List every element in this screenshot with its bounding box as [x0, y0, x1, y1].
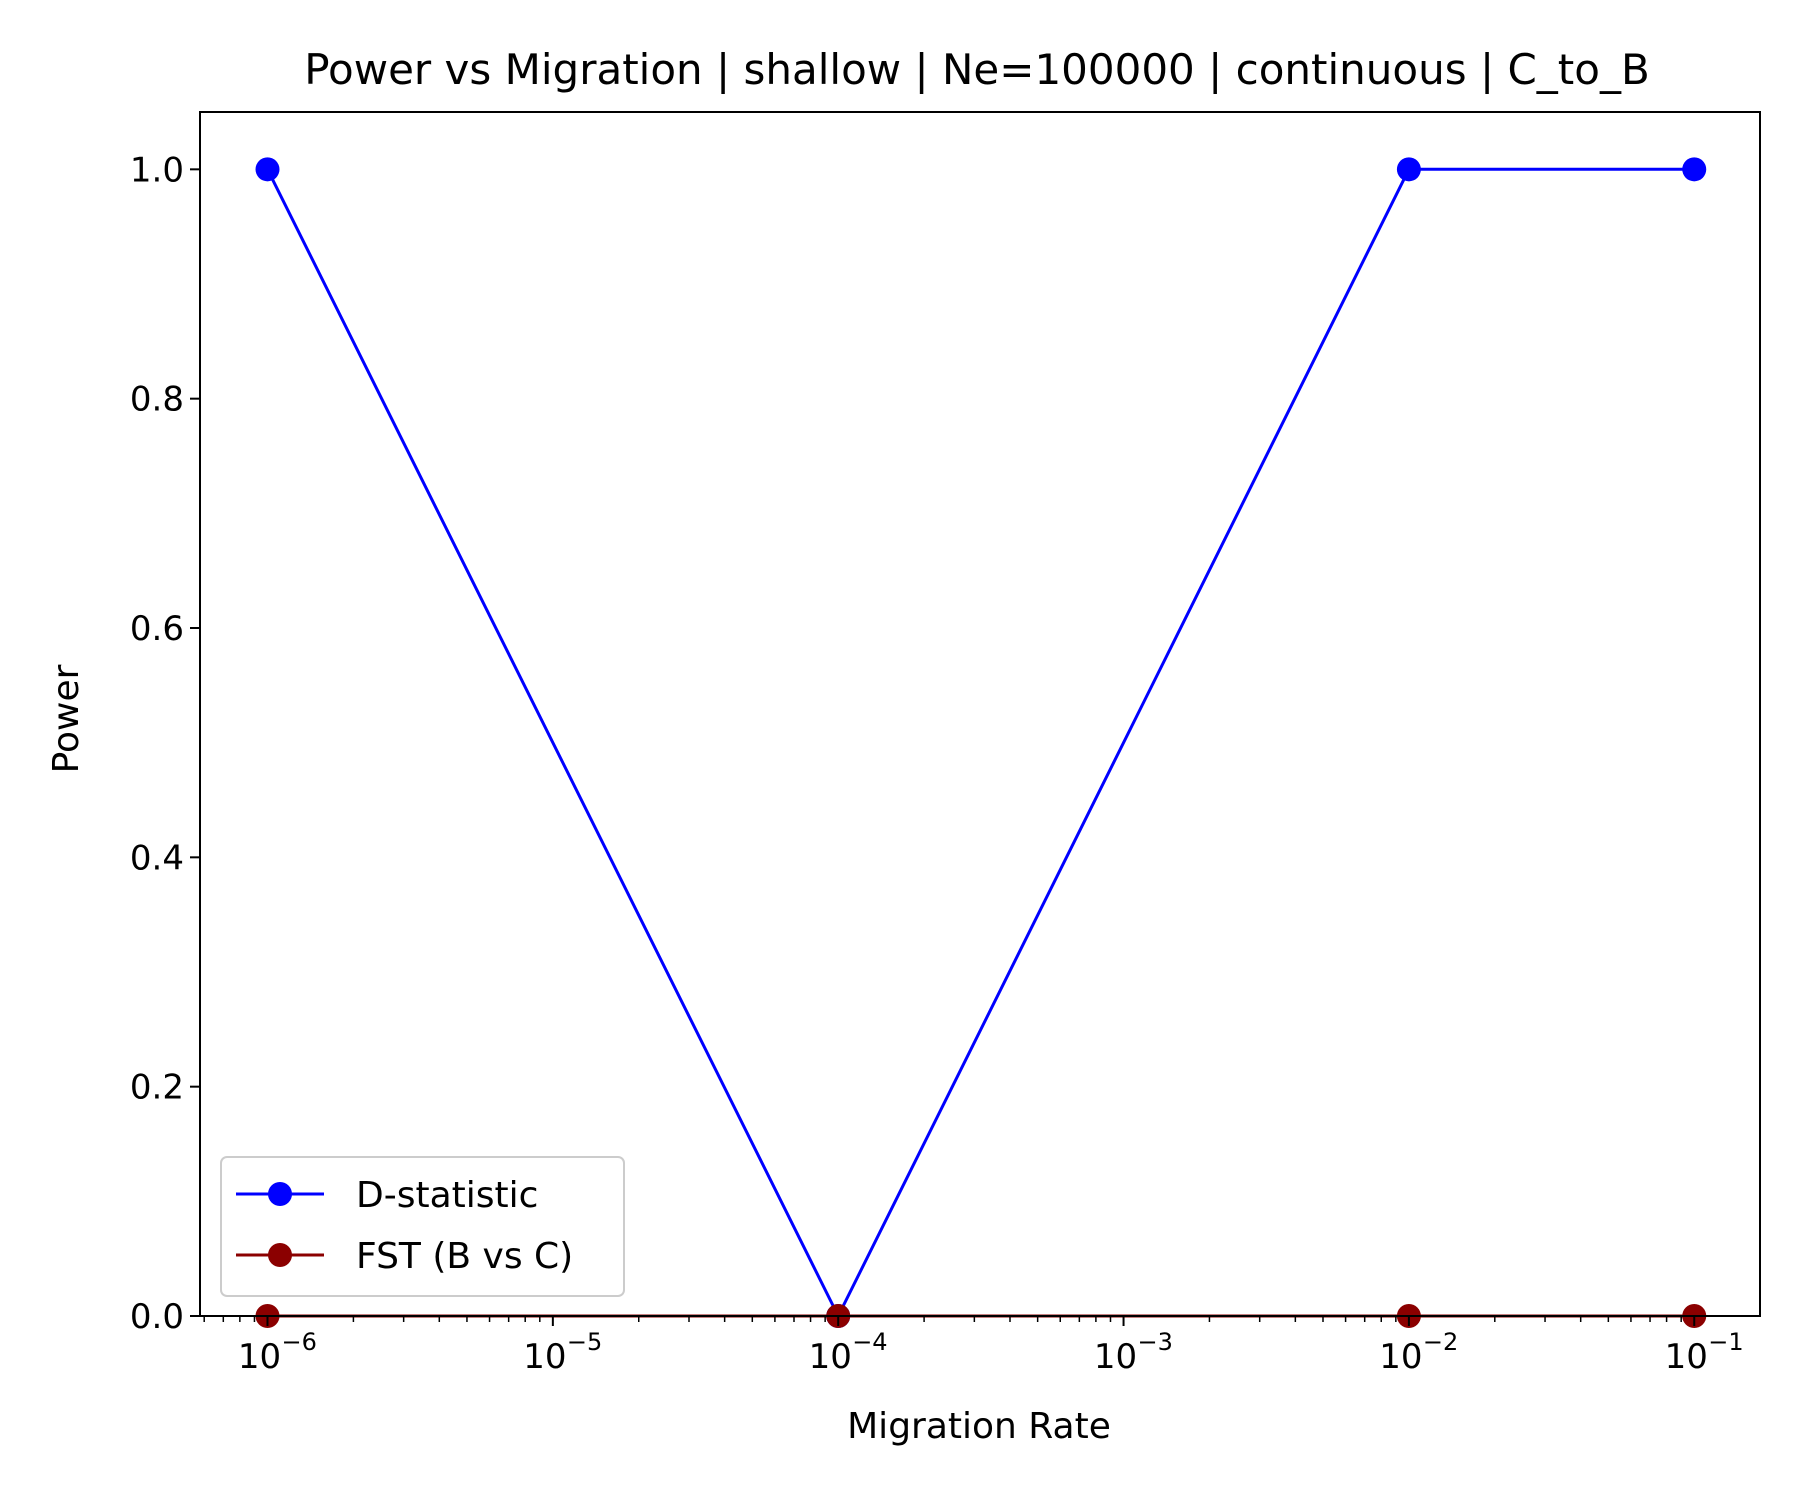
x-tick-exponent: −6 [282, 1328, 317, 1356]
x-tick-exponent: −2 [1423, 1328, 1458, 1356]
x-tick-exponent: −4 [852, 1328, 887, 1356]
x-tick-label: 10 −2 [1379, 1328, 1458, 1377]
legend: D-statistic FST (B vs C) [220, 1156, 625, 1297]
data-point-d-statistic [1682, 157, 1707, 182]
x-tick-label: 10 −3 [1094, 1328, 1173, 1377]
x-tick-base: 10 [238, 1337, 281, 1377]
data-point-d-statistic [1396, 157, 1421, 182]
x-tick-label: 10 −6 [238, 1328, 317, 1377]
x-tick-base: 10 [523, 1337, 566, 1377]
y-tick-label: 0.2 [130, 1068, 184, 1108]
series-line-d-statistic [266, 167, 1695, 1320]
plot-area [255, 157, 1707, 1328]
legend-swatch-marker [268, 1243, 292, 1267]
x-tick-base: 10 [1379, 1337, 1422, 1377]
y-tick-label: 0.4 [130, 838, 184, 878]
x-tick-label: 10 −1 [1665, 1328, 1744, 1377]
y-tick-label: 0.0 [130, 1297, 184, 1337]
y-tick-label: 0.8 [130, 380, 184, 420]
y-tick-label: 0.6 [130, 609, 184, 649]
x-axis: 10 −6 10 −5 10 −4 10 −3 10 −2 10 −1 [203, 1316, 1744, 1377]
plot-frame [199, 111, 1761, 1317]
x-tick-base: 10 [1665, 1337, 1708, 1377]
x-tick-label: 10 −5 [523, 1328, 602, 1377]
legend-swatch-marker [268, 1182, 292, 1206]
x-tick-exponent: −1 [1708, 1328, 1743, 1356]
x-tick-base: 10 [809, 1337, 852, 1377]
chart-title: Power vs Migration | shallow | Ne=100000… [304, 45, 1650, 94]
x-tick-label: 10 −4 [809, 1328, 888, 1377]
x-tick-exponent: −3 [1138, 1328, 1173, 1356]
x-tick-exponent: −5 [567, 1328, 602, 1356]
data-point-d-statistic [255, 157, 280, 182]
y-axis-label: Power [46, 664, 87, 773]
legend-label: FST (B vs C) [356, 1236, 573, 1277]
x-tick-base: 10 [1094, 1337, 1137, 1377]
legend-frame [220, 1156, 625, 1297]
y-axis: 0.0 0.2 0.4 0.6 0.8 1.0 [130, 150, 200, 1337]
y-tick-label: 1.0 [130, 150, 184, 190]
x-axis-label: Migration Rate [847, 1406, 1111, 1447]
legend-label: D-statistic [356, 1175, 538, 1216]
